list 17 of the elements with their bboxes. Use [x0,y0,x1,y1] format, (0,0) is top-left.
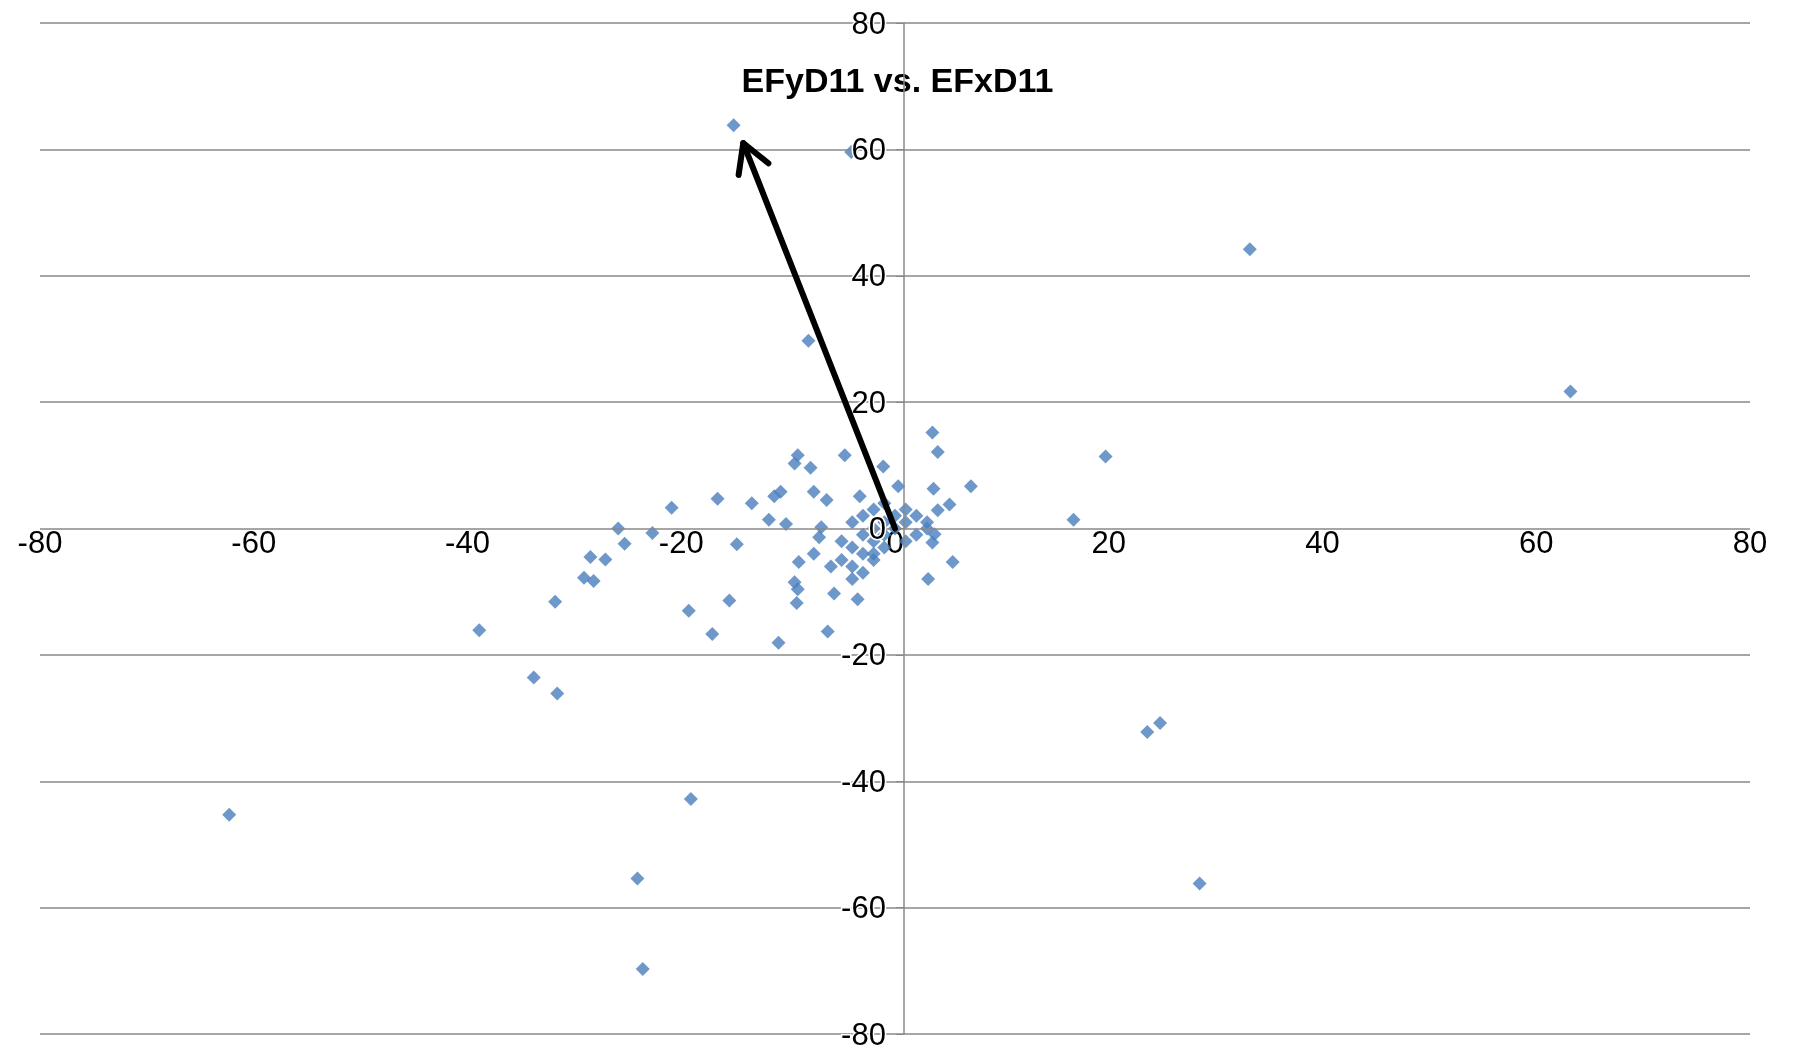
x-tick-label: -80 [17,524,63,560]
y-tick-label: -20 [841,637,886,673]
x-tick-label: 20 [1091,524,1126,560]
y-tick-label: 80 [851,5,886,41]
x-tick-label: -20 [658,524,704,560]
x-tick-label: 80 [1732,524,1768,560]
y-tick-label: -60 [841,890,886,926]
x-tick-label: 40 [1305,524,1340,560]
y-tick-label: -80 [841,1016,886,1051]
y-tick-label: 40 [851,258,886,294]
text: EFyD11 vs. EFxD11 [741,61,1054,99]
x-tick-label: 60 [1519,524,1554,560]
x-tick-label: -60 [231,524,277,560]
x-tick-label: -40 [445,524,490,560]
y-tick-label: 60 [851,131,886,167]
y-tick-label: 20 [851,384,886,420]
y-tick-label: -40 [841,763,886,799]
